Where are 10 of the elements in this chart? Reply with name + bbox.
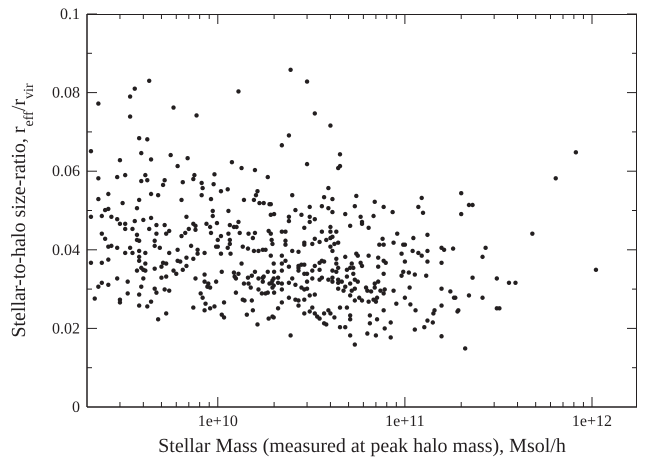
y-tick-label: 0.04: [52, 242, 80, 259]
y-tick-label: 0.1: [60, 6, 80, 23]
y-tick-label: 0.06: [52, 163, 80, 180]
x-axis-title: Stellar Mass (measured at peak halo mass), Msol/h: [158, 435, 566, 457]
x-tick-label: 1e+11: [385, 413, 425, 430]
y-tick-label: 0: [72, 399, 80, 416]
x-tick-label: 1e+12: [572, 413, 612, 430]
x-tick-label: 1e+10: [198, 413, 238, 430]
y-tick-label: 0.08: [52, 84, 80, 102]
y-tick-label: 0.02: [52, 320, 80, 338]
